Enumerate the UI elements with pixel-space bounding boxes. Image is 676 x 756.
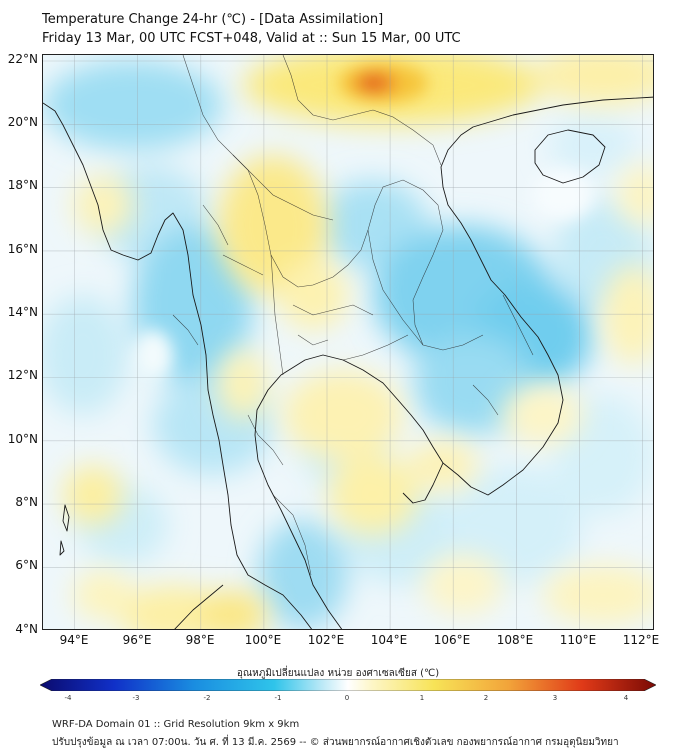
admin-borders [172, 55, 534, 576]
colorbar-tick: 2 [483, 694, 489, 702]
lon-label-108e: 108°E [496, 633, 534, 647]
graticule [43, 55, 653, 629]
footer-model-info: WRF-DA Domain 01 :: Grid Resolution 9km … [52, 719, 300, 730]
lat-label-8n: 8°N [15, 495, 38, 509]
lon-label-112e: 112°E [622, 633, 660, 647]
colorbar [40, 679, 656, 691]
map-subtitle: Friday 13 Mar, 00 UTC FCST+048, Valid at… [42, 31, 461, 46]
colorbar-title: อุณหภูมิเปลี่ยนแปลง หน่วย องศาเซลเซียส (… [236, 668, 440, 679]
lat-label-20n: 20°N [7, 115, 38, 129]
lat-label-4n: 4°N [15, 622, 38, 636]
colorbar-tick: 0 [344, 694, 350, 702]
lat-label-22n: 22°N [7, 52, 38, 66]
temperature-change-field [43, 55, 653, 629]
lon-label-104e: 104°E [370, 633, 408, 647]
lat-label-10n: 10°N [7, 432, 38, 446]
colorbar-tick: 3 [552, 694, 558, 702]
lat-label-14n: 14°N [7, 305, 38, 319]
lon-label-100e: 100°E [244, 633, 282, 647]
lon-label-94e: 94°E [59, 633, 89, 647]
lat-label-6n: 6°N [15, 558, 38, 572]
colorbar-tick: -2 [203, 694, 211, 702]
colorbar-tick: 4 [623, 694, 629, 702]
lat-label-12n: 12°N [7, 368, 38, 382]
footer-credit: ปรับปรุงข้อมูล ณ เวลา 07:00น. วัน ศ. ที่… [52, 737, 619, 748]
lon-label-106e: 106°E [433, 633, 471, 647]
lon-label-110e: 110°E [559, 633, 597, 647]
lat-label-16n: 16°N [7, 242, 38, 256]
map-title: Temperature Change 24-hr (℃) - [Data Ass… [42, 12, 384, 27]
colorbar-tick: -1 [274, 694, 282, 702]
map-panel [42, 54, 654, 630]
colorbar-tick: -4 [64, 694, 72, 702]
colorbar-tick: -3 [132, 694, 140, 702]
lon-label-96e: 96°E [122, 633, 152, 647]
lon-label-98e: 98°E [185, 633, 215, 647]
lon-label-102e: 102°E [307, 633, 345, 647]
colorbar-tick: 1 [419, 694, 425, 702]
coastline [43, 96, 653, 629]
lat-label-18n: 18°N [7, 178, 38, 192]
